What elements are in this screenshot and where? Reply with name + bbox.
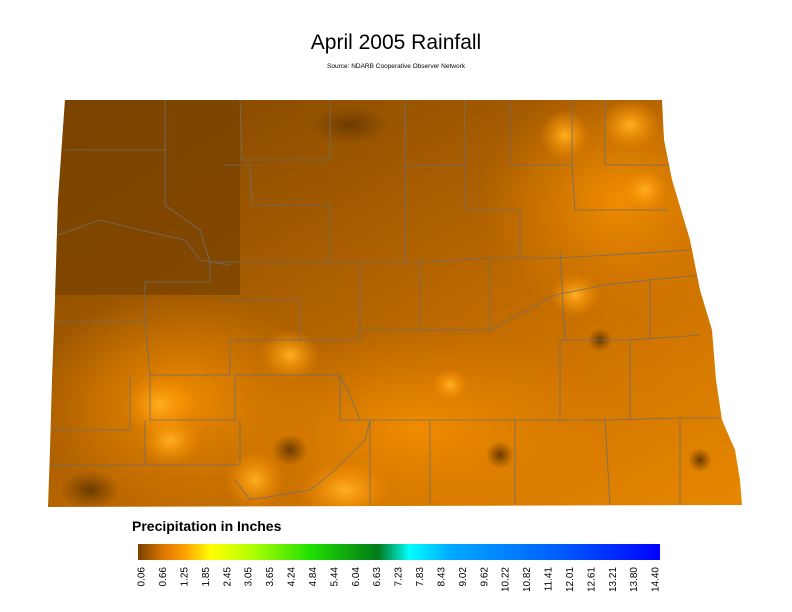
map: [48, 100, 742, 507]
legend-tick-label: 10.82: [522, 567, 533, 592]
legend-tick-label: 6.04: [351, 567, 362, 587]
legend-tick-label: 1.25: [179, 567, 190, 587]
legend-tick-label: 14.40: [651, 567, 662, 592]
legend-tick-label: 0.66: [158, 567, 169, 587]
color-bar: [138, 544, 660, 560]
legend-tick-label: 7.23: [394, 567, 405, 587]
legend-tick-label: 0.06: [137, 567, 148, 587]
legend-tick-label: 9.62: [479, 567, 490, 587]
legend-tick-label: 5.44: [329, 567, 340, 587]
legend-tick-label: 12.01: [565, 567, 576, 592]
legend-tick-label: 1.85: [201, 567, 212, 587]
legend-tick-label: 3.05: [244, 567, 255, 587]
legend-title: Precipitation in Inches: [132, 518, 282, 534]
legend-tick-label: 10.22: [501, 567, 512, 592]
legend-tick-label: 12.61: [586, 567, 597, 592]
legend-tick-label: 4.84: [308, 567, 319, 587]
legend-ticks: 0.06 0.66 1.25 1.85 2.45 3.05 3.65 4.24 4.84 5.44…: [137, 567, 662, 592]
legend-tick-label: 4.24: [287, 567, 298, 587]
legend-tick-label: 9.02: [458, 567, 469, 587]
legend-tick-label: 2.45: [222, 567, 233, 587]
source: Source: NDARB Cooperative Observer Netwo…: [327, 63, 466, 70]
title: April 2005 Rainfall: [311, 31, 481, 54]
legend-tick-label: 7.83: [415, 567, 426, 587]
legend-tick-label: 13.21: [608, 567, 619, 592]
legend-tick-label: 3.65: [265, 567, 276, 587]
legend-tick-label: 8.43: [436, 567, 447, 587]
legend-tick-label: 13.80: [629, 567, 640, 592]
legend-tick-label: 6.63: [372, 567, 383, 587]
legend-tick-label: 11.41: [544, 567, 555, 592]
